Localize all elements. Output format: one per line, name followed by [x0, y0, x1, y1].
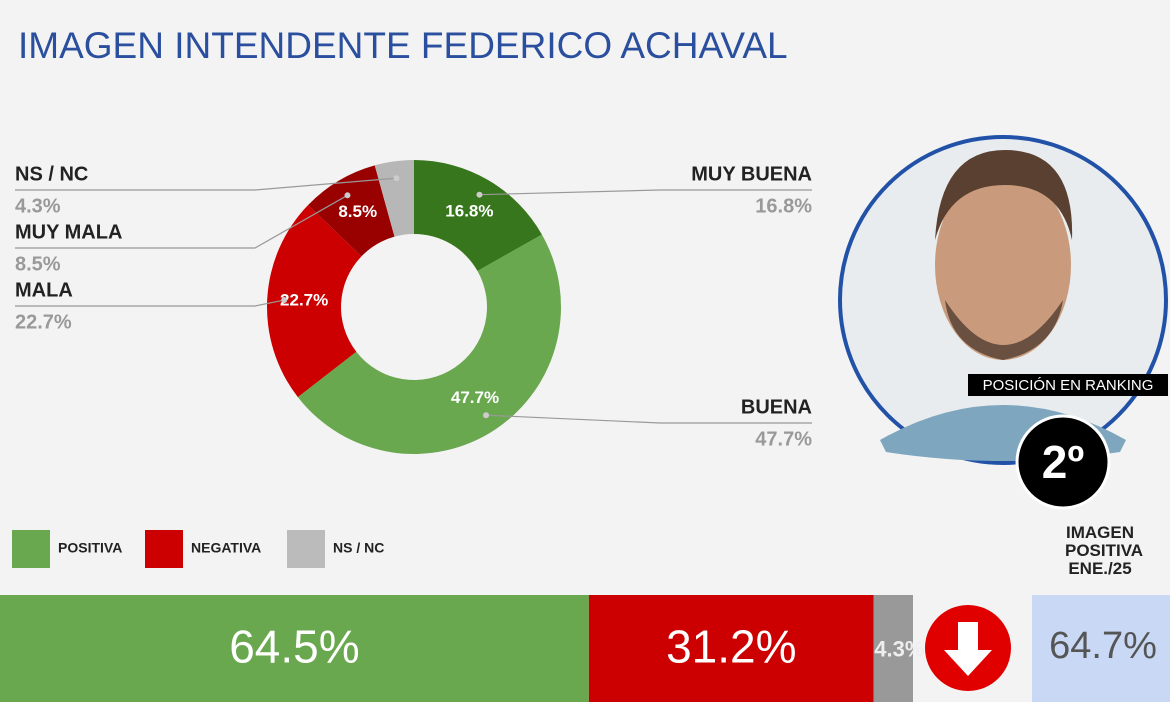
comparison-title: IMAGEN POSITIVA ENE./25 — [1065, 524, 1144, 578]
legend-swatch — [287, 530, 325, 568]
leader-dot — [476, 191, 483, 198]
donut-slice — [308, 165, 395, 257]
legend-swatch — [145, 530, 183, 568]
donut-slice — [266, 205, 362, 398]
bar-label: 64.5% — [229, 621, 359, 673]
legend-name: BUENA — [741, 396, 812, 418]
comparison-value: 64.7% — [1049, 625, 1157, 667]
legend-swatch — [12, 530, 50, 568]
legend-name: MUY MALA — [15, 221, 122, 243]
bar-segment — [873, 595, 913, 702]
leader-line — [15, 177, 397, 191]
donut-slice — [297, 234, 561, 454]
leader-dot — [483, 412, 490, 419]
comparison-title-box: IMAGEN POSITIVA ENE./25 — [1065, 524, 1144, 578]
bar-label: 31.2% — [666, 621, 796, 673]
legend-value: 47.7% — [755, 428, 812, 450]
legend-name: MUY BUENA — [691, 163, 812, 185]
donut-slice — [414, 160, 542, 272]
legend-label: NEGATIVA — [191, 540, 261, 556]
title: IMAGEN INTENDENTE FEDERICO ACHAVAL — [18, 25, 788, 66]
leader-dot — [393, 175, 400, 182]
slice-label: 47.7% — [451, 388, 499, 407]
bar-segment — [0, 595, 589, 702]
bar-label: 4.3% — [874, 636, 924, 661]
comparison-box — [1032, 595, 1170, 702]
leader-dot — [344, 192, 351, 199]
portrait — [838, 135, 1168, 465]
leader-line — [15, 299, 285, 307]
legend-name: NS / NC — [15, 163, 88, 185]
legend-value: 22.7% — [15, 311, 72, 333]
trend-arrow — [925, 605, 1011, 691]
leader-line — [479, 189, 812, 196]
slice-label: 16.8% — [445, 201, 493, 220]
leader-line — [15, 194, 348, 249]
bar-segment — [588, 595, 874, 702]
legend-value: 16.8% — [755, 195, 812, 217]
legend-label: NS / NC — [333, 540, 384, 556]
leader-dot — [281, 297, 288, 304]
ranking-label: POSICIÓN EN RANKING — [983, 377, 1154, 394]
legend-value: 4.3% — [15, 195, 61, 217]
ranking-value: 2º — [1042, 436, 1085, 488]
ranking-badge — [1015, 414, 1111, 510]
slice-label: 8.5% — [338, 202, 377, 221]
ranking-band — [968, 374, 1168, 396]
leader-line — [486, 414, 812, 424]
legend-label: POSITIVA — [58, 540, 122, 556]
legend-name: MALA — [15, 279, 73, 301]
legend-value: 8.5% — [15, 253, 61, 275]
slice-label: 22.7% — [280, 291, 328, 310]
